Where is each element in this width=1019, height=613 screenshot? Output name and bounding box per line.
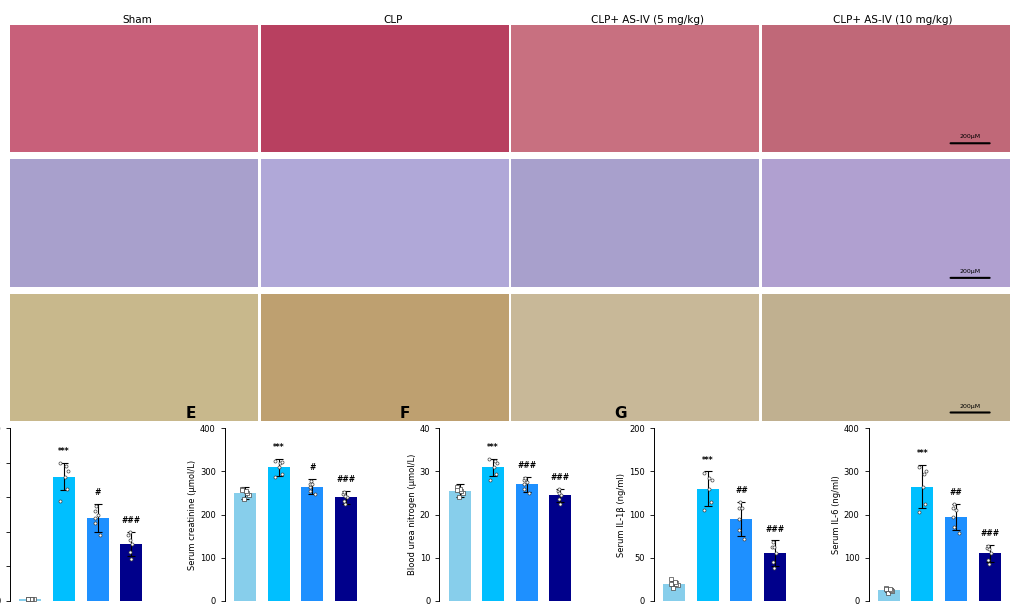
Text: ###: ### — [979, 529, 999, 538]
Bar — [945, 517, 966, 601]
Text: Sham: Sham — [122, 15, 153, 25]
Bar — [53, 477, 74, 601]
Text: ***: *** — [487, 443, 498, 452]
Bar — [301, 487, 323, 601]
Bar — [19, 599, 41, 601]
Text: CLP+ AS-IV (10 mg/kg): CLP+ AS-IV (10 mg/kg) — [832, 15, 952, 25]
Text: ##: ## — [735, 485, 747, 495]
Bar — [877, 590, 899, 601]
Text: 200μM: 200μM — [959, 269, 979, 274]
Bar — [763, 554, 786, 601]
Bar — [696, 489, 718, 601]
Text: G: G — [613, 406, 627, 422]
Bar — [482, 467, 503, 601]
Bar — [267, 467, 289, 601]
Bar — [730, 519, 752, 601]
Text: #: # — [309, 463, 315, 472]
Bar — [662, 584, 685, 601]
Text: #: # — [95, 489, 101, 497]
Y-axis label: Serum creatinine (μmol/L): Serum creatinine (μmol/L) — [187, 460, 197, 569]
Text: CLP: CLP — [383, 15, 401, 25]
Y-axis label: Serum IL-1β (ng/ml): Serum IL-1β (ng/ml) — [616, 473, 626, 557]
Text: 200μM: 200μM — [959, 134, 979, 139]
Text: F: F — [399, 406, 410, 422]
Text: ###: ### — [764, 525, 784, 533]
Bar — [448, 491, 470, 601]
Text: CLP+ AS-IV (5 mg/kg): CLP+ AS-IV (5 mg/kg) — [591, 15, 703, 25]
Text: ###: ### — [517, 461, 536, 470]
Text: 200μM: 200μM — [959, 404, 979, 409]
Text: ***: *** — [58, 447, 69, 456]
Bar — [978, 554, 1000, 601]
Text: ***: *** — [272, 443, 284, 452]
Text: ###: ### — [550, 473, 570, 482]
Text: ###: ### — [336, 475, 355, 484]
Y-axis label: Blood urea nitrogen (μmol/L): Blood urea nitrogen (μmol/L) — [408, 454, 417, 575]
Y-axis label: Serum IL-6 (ng/ml): Serum IL-6 (ng/ml) — [832, 475, 840, 554]
Bar — [120, 544, 142, 601]
Bar — [516, 484, 537, 601]
Bar — [334, 497, 357, 601]
Text: ***: *** — [916, 449, 927, 458]
Text: ***: *** — [701, 455, 713, 465]
Bar — [911, 487, 932, 601]
Bar — [233, 493, 256, 601]
Bar — [549, 495, 571, 601]
Text: ##: ## — [949, 488, 962, 497]
Bar — [87, 518, 108, 601]
Text: E: E — [185, 406, 196, 422]
Text: ###: ### — [121, 516, 141, 525]
